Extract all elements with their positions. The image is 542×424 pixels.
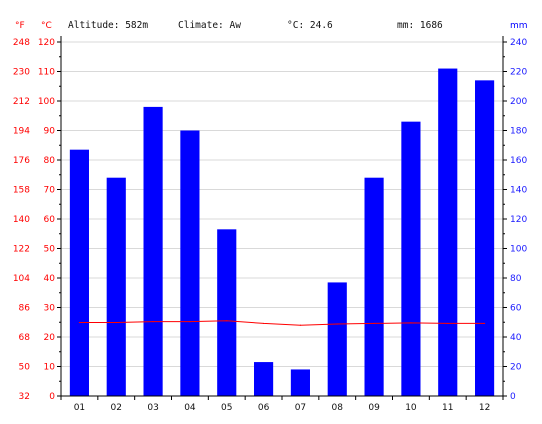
temperature-point [152,321,154,323]
mm-tick-label: 20 [510,363,522,373]
temperature-point [483,322,486,325]
fahrenheit-tick-labels: 32 50 68 86 104 122 140 158 176 194 212 230 248 [13,38,30,402]
mm-unit-label: mm [510,21,528,31]
altitude-text: Altitude: 582m [68,20,148,31]
precipitation-bar [254,362,274,396]
temperature-point [226,320,228,322]
temperature-point [299,324,302,326]
celsius-unit-label: °C [41,21,52,31]
celsius-tick-label: 90 [44,127,56,137]
celsius-tick-label: 30 [44,304,56,314]
fahrenheit-tick-label: 158 [13,186,30,196]
temperature-line [79,320,485,326]
precipitation-bar [69,149,89,396]
precipitation-bar [475,80,495,396]
fahrenheit-tick-label: 32 [19,392,30,402]
month-tick-label: 10 [405,403,417,413]
fahrenheit-tick-label: 212 [13,97,30,107]
temperature-point [262,322,265,325]
precipitation-bar [327,282,347,396]
fahrenheit-tick-label: 176 [13,156,30,166]
temperature-point [410,322,412,324]
celsius-tick-label: 70 [44,186,56,196]
month-tick-labels: 01 02 03 04 05 06 07 08 09 10 11 12 [74,403,491,413]
celsius-tick-label: 40 [44,274,56,284]
celsius-tick-label: 120 [38,38,55,48]
month-tick-label: 03 [147,403,158,413]
fahrenheit-tick-label: 230 [13,68,30,78]
fahrenheit-tick-label: 194 [13,127,30,137]
temperature-point [336,323,338,325]
mm-tick-label: 160 [510,156,527,166]
mm-tick-label: 180 [510,127,527,137]
month-tick-label: 02 [111,403,122,413]
fahrenheit-tick-label: 248 [13,38,30,48]
temperature-point [447,322,449,325]
celsius-tick-labels: 0 10 20 30 40 50 60 70 80 90 100 110 120 [38,38,55,402]
mm-tick-label: 200 [510,97,527,107]
temperature-point [115,321,117,324]
celsius-tick-label: 110 [38,68,55,78]
temperature-point [78,321,81,324]
precipitation-bar [290,369,310,396]
precipitation-bar [106,177,126,396]
fahrenheit-tick-label: 86 [19,304,31,314]
month-tick-label: 05 [221,403,232,413]
fahrenheit-tick-label: 122 [13,245,30,255]
temperature-line-group [78,320,486,326]
precipitation-bar [401,121,421,397]
celsius-tick-label: 10 [44,363,56,373]
fahrenheit-unit-label: °F [15,21,25,31]
precipitation-total-text: mm: 1686 [397,20,443,31]
fahrenheit-tick-label: 50 [19,363,31,373]
mm-tick-label: 220 [510,68,527,78]
mm-tick-label: 40 [510,333,522,343]
month-tick-label: 09 [368,403,380,413]
fahrenheit-tick-label: 140 [13,215,30,225]
temperature-average-text: °C: 24.6 [287,20,333,31]
mm-tick-label: 140 [510,186,527,196]
celsius-tick-label: 80 [44,156,56,166]
month-tick-label: 07 [295,403,306,413]
mm-tick-label: 120 [510,215,527,225]
celsius-tick-label: 60 [44,215,56,225]
month-tick-label: 04 [184,403,196,413]
precipitation-bars [69,68,495,397]
month-tick-label: 01 [74,403,85,413]
celsius-tick-label: 0 [49,392,55,402]
precipitation-bar [438,68,458,397]
month-tick-label: 08 [332,403,344,413]
temperature-point [373,322,375,325]
mm-tick-label: 100 [510,245,527,255]
axes [57,36,507,400]
celsius-tick-label: 100 [38,97,55,107]
fahrenheit-tick-label: 68 [19,333,31,343]
celsius-tick-label: 50 [44,245,56,255]
precipitation-bar [364,177,384,396]
month-tick-label: 12 [479,403,490,413]
mm-tick-label: 0 [510,392,516,402]
month-tick-label: 06 [258,403,270,413]
mm-tick-label: 80 [510,274,522,284]
celsius-tick-label: 20 [44,333,56,343]
temperature-point [189,321,191,323]
month-tick-label: 11 [442,403,453,413]
precipitation-bar [180,130,200,396]
mm-tick-label: 60 [510,304,522,314]
climate-text: Climate: Aw [178,20,241,31]
precipitation-bar [217,229,237,396]
precipitation-bar [143,106,163,397]
grid-lines [61,41,503,367]
fahrenheit-tick-label: 104 [13,274,30,284]
mm-tick-labels: 0 20 40 60 80 100 120 140 160 180 200 220 240 [510,38,527,402]
mm-tick-label: 240 [510,38,527,48]
